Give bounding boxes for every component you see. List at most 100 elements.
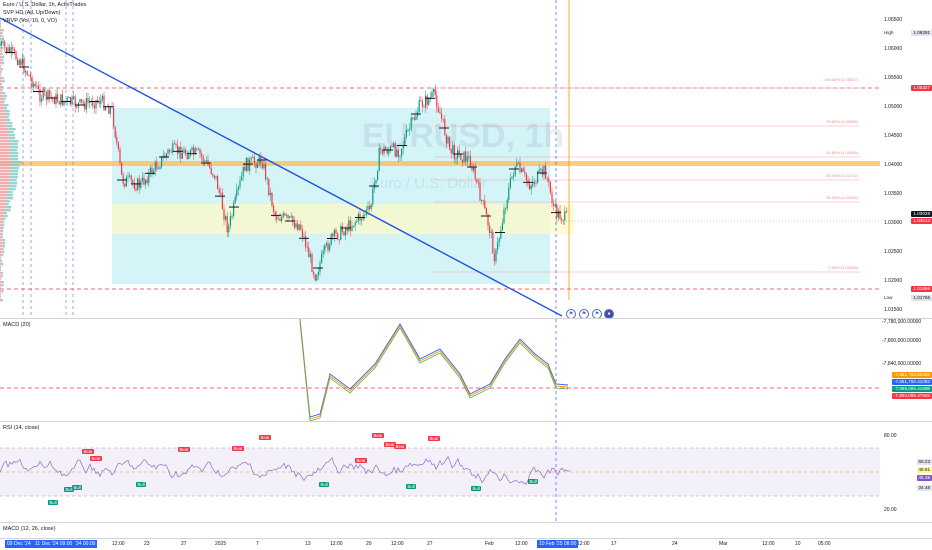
- candle-body: [213, 175, 215, 178]
- volume-bar: [0, 92, 3, 95]
- candle-body: [340, 225, 342, 240]
- candle-body: [84, 103, 86, 110]
- candle-body: [372, 188, 374, 205]
- candle-body: [412, 117, 414, 119]
- candle-body: [249, 159, 251, 172]
- candle-body: [353, 225, 355, 227]
- low-label: Low: [884, 295, 893, 300]
- candle-body: [410, 117, 412, 129]
- candle-body: [452, 145, 454, 154]
- rsi-axis[interactable]: 80.00 60.23 48.81 45.39 34.48 20.00: [880, 422, 932, 522]
- time-label: 12:00: [112, 541, 125, 547]
- candle-body: [202, 156, 204, 162]
- volume-bar: [0, 101, 3, 104]
- candle-body: [525, 173, 527, 181]
- candle-body: [181, 153, 183, 159]
- candle-body: [498, 238, 500, 243]
- time-axis[interactable]: 12:00 23 27 2025 7 13 12:00 20 12:00 27 …: [0, 538, 880, 550]
- candle-body: [225, 216, 227, 220]
- volume-bar: [0, 191, 7, 194]
- candle-body: [186, 154, 188, 160]
- volume-bar: [0, 26, 1, 29]
- candle-body: [241, 176, 243, 181]
- volume-bar: [9, 155, 18, 158]
- price-chart-svg[interactable]: [0, 0, 880, 318]
- candle-body: [226, 216, 228, 233]
- price-axis[interactable]: 1.06500 1.06000 1.05500 1.05000 1.04500 …: [880, 0, 932, 318]
- indicator-vrvp[interactable]: VRVP (Vol, 10, 0, VO): [3, 18, 57, 24]
- candle-body: [81, 99, 83, 102]
- bull-signal: Bull: [319, 482, 330, 487]
- high-label: High: [884, 30, 894, 35]
- volume-bar: [0, 272, 2, 275]
- candle-body: [367, 205, 369, 210]
- candle-body: [381, 149, 383, 154]
- volume-bar: [2, 281, 4, 284]
- volume-bar: [2, 77, 4, 80]
- pane-separator[interactable]: [0, 318, 932, 319]
- candle-body: [228, 225, 230, 233]
- volume-bar: [0, 20, 1, 23]
- candle-body: [204, 160, 206, 162]
- volume-bar: [2, 242, 6, 245]
- candle-body: [561, 218, 563, 221]
- candle-body: [95, 100, 97, 109]
- candle-body: [145, 179, 147, 185]
- candle-body: [89, 102, 91, 103]
- rsi-pane[interactable]: RSI (14, close) Bear Bear Bear Bear Bear…: [0, 422, 880, 522]
- macd-pane[interactable]: MACD (20): [0, 319, 880, 421]
- candle-body: [463, 151, 465, 163]
- time-label: 05:00: [818, 541, 831, 547]
- macd2-pane[interactable]: MACD (12, 26, close): [0, 523, 880, 538]
- candle-body: [15, 51, 17, 60]
- candle-body: [114, 126, 116, 138]
- candle-body: [10, 47, 12, 54]
- candle-body: [361, 218, 363, 221]
- volume-bar: [6, 191, 13, 194]
- candle-body: [458, 150, 460, 154]
- candle-body: [345, 228, 347, 236]
- rsi-tick: 80.00: [884, 433, 897, 439]
- candle-body: [532, 181, 534, 186]
- fib-lines: [434, 87, 860, 273]
- volume-bar: [2, 56, 4, 59]
- price-pane[interactable]: EURUSD, 1h Euro / U.S. Dollar Euro / U.S…: [0, 0, 880, 319]
- candle-body: [135, 188, 137, 191]
- candle-body: [31, 76, 33, 88]
- candle-body: [537, 171, 539, 183]
- volume-bar: [1, 227, 4, 230]
- candle-body: [189, 149, 191, 156]
- candle-body: [338, 239, 340, 241]
- candle-body: [388, 150, 390, 154]
- volume-bar: [0, 65, 2, 68]
- fib-label-0: 0.00% (1.02088): [828, 265, 858, 270]
- volume-bar: [0, 107, 4, 110]
- candle-body: [330, 233, 332, 245]
- candle-body: [490, 231, 492, 233]
- indicator-svp[interactable]: SVP HD (All, Up/Down): [3, 10, 61, 16]
- volume-bar: [0, 71, 1, 74]
- volume-bar: [8, 128, 16, 131]
- candle-body: [519, 162, 521, 172]
- volume-bar: [5, 209, 11, 212]
- time-label: 27: [427, 541, 433, 547]
- candle-body: [47, 90, 49, 100]
- volume-bar: [0, 212, 4, 215]
- rsi-label[interactable]: RSI (14, close): [3, 425, 40, 431]
- candle-body: [303, 236, 305, 238]
- candle-body: [7, 47, 9, 53]
- macd-axis[interactable]: -7,780,000.00000 -7,800,000.00000 -7,840…: [880, 319, 932, 421]
- candle-body: [292, 215, 294, 223]
- pane-separator[interactable]: [0, 522, 932, 523]
- bear-signal: Bear: [259, 435, 272, 440]
- candle-body: [20, 60, 22, 66]
- macd-label[interactable]: MACD (20): [3, 322, 31, 328]
- volume-bar: [0, 188, 9, 191]
- volume-bar: [0, 215, 5, 218]
- macd2-label[interactable]: MACD (12, 26, close): [3, 526, 56, 532]
- candle-body: [473, 167, 475, 171]
- macd-line: [299, 319, 569, 418]
- volume-bar: [0, 131, 8, 134]
- symbol-title[interactable]: Euro / U.S. Dollar, 1h, ActivTrades: [3, 2, 87, 8]
- pane-separator[interactable]: [0, 421, 932, 422]
